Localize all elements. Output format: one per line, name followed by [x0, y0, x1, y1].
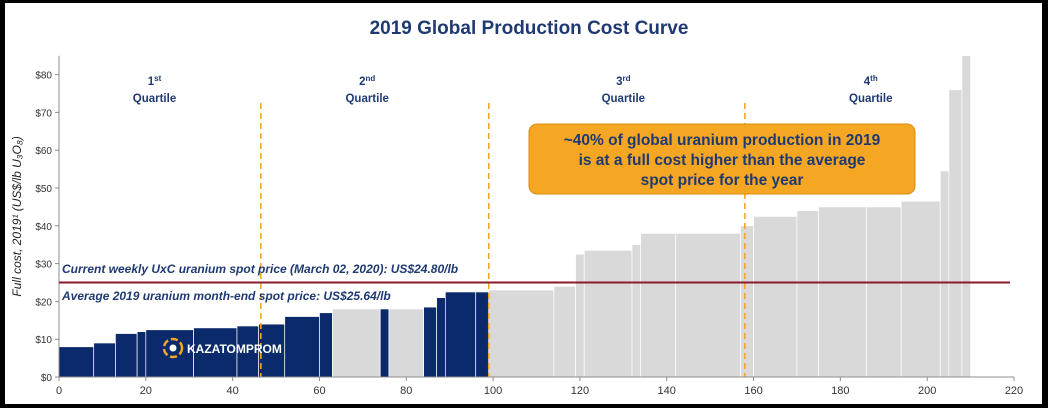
x-tick-label: 200 [918, 385, 936, 397]
spot-price-layer: Current weekly UxC uranium spot price (M… [59, 262, 1010, 303]
callout-line: is at a full cost higher than the averag… [579, 152, 866, 169]
bar-highlight [145, 329, 194, 378]
quartile-number: 4th [864, 74, 878, 88]
y-tick-label: $60 [35, 146, 52, 157]
x-tick-label: 140 [658, 385, 676, 397]
bar-highlight [423, 306, 438, 378]
bar [583, 250, 633, 378]
bar [939, 170, 950, 378]
y-tick-label: $50 [35, 184, 52, 195]
quartile-label: Quartile [345, 93, 388, 105]
bar-highlight [58, 346, 95, 378]
y-tick-label: $10 [35, 335, 52, 346]
axes-layer: 0 20 40 60 80 100 120 140 160 180 200 220 $0 $10 $20 $3… [10, 55, 1023, 397]
bar [961, 55, 971, 378]
x-tick-label: 100 [484, 385, 502, 397]
x-tick-label: 160 [744, 385, 762, 397]
x-tick-label: 60 [313, 385, 325, 397]
callout-box [528, 123, 916, 195]
kazatomprom-logo: KAZATOMPROM [162, 337, 282, 359]
x-tick-label: 220 [1005, 385, 1023, 397]
x-tick-label: 0 [56, 385, 62, 397]
quartile-label: Quartile [849, 93, 892, 105]
bar [740, 225, 754, 378]
bar [388, 308, 424, 378]
bar [675, 233, 741, 378]
bar-highlight [444, 291, 477, 378]
bar [866, 206, 902, 378]
bar-highlight [193, 327, 238, 378]
bar-highlight [379, 308, 390, 378]
quartile-number: 3rd [616, 74, 631, 88]
bar [553, 285, 576, 378]
bar [631, 244, 642, 378]
bar [948, 89, 963, 378]
quartile-number: 1st [148, 74, 162, 88]
x-tick-label: 20 [140, 385, 152, 397]
callout: ~40% of global uranium production in 201… [528, 123, 916, 195]
bar [753, 216, 798, 378]
x-tick-label: 80 [400, 385, 412, 397]
logo-mark-icon [162, 337, 184, 359]
callout-line: spot price for the year [641, 172, 804, 189]
bar-highlight [93, 342, 116, 378]
bar [575, 253, 585, 378]
bars-layer [58, 55, 971, 378]
bar [900, 200, 941, 378]
callout-line: ~40% of global uranium production in 201… [564, 132, 881, 149]
quartile-label: Quartile [133, 93, 176, 105]
y-axis-label: Full cost, 2019¹ (US$/lb U₃O₈) [10, 136, 24, 297]
chart-title: 2019 Global Production Cost Curve [370, 18, 689, 39]
bar [796, 210, 820, 378]
average-spot-price-annotation: Average 2019 uranium month-end spot pric… [61, 289, 391, 303]
current-spot-price-annotation: Current weekly UxC uranium spot price (M… [62, 262, 458, 276]
chart-panel: 2019 Global Production Cost Curve 1st Qua… [5, 3, 1042, 404]
x-tick-label: 120 [571, 385, 589, 397]
quartile-number: 2nd [359, 74, 375, 88]
bar-highlight [319, 312, 333, 378]
x-tick-label: 180 [831, 385, 849, 397]
bar [488, 289, 555, 378]
cost-curve-chart: 2019 Global Production Cost Curve 1st Qua… [10, 18, 1023, 397]
quartile-label: Quartile [602, 93, 645, 105]
y-tick-label: $40 [35, 222, 52, 233]
y-tick-label: $0 [41, 373, 53, 384]
y-tick-label: $70 [35, 108, 52, 119]
bar [818, 206, 867, 378]
logo-text: KAZATOMPROM [187, 342, 282, 356]
bar-highlight [115, 333, 138, 378]
bar [332, 308, 381, 378]
y-tick-label: $30 [35, 260, 52, 271]
bar-highlight [475, 291, 490, 378]
y-tick-label: $80 [35, 71, 52, 82]
x-tick-label: 40 [227, 385, 239, 397]
quartile-labels: 1st Quartile 2nd Quartile 3rd Quartile 4th Quar… [133, 74, 893, 105]
bar-highlight [284, 316, 320, 378]
y-tick-label: $20 [35, 297, 52, 308]
bar-highlight [258, 323, 286, 378]
bar-highlight [436, 297, 446, 378]
bar [640, 233, 676, 378]
bar-highlight [136, 331, 147, 378]
